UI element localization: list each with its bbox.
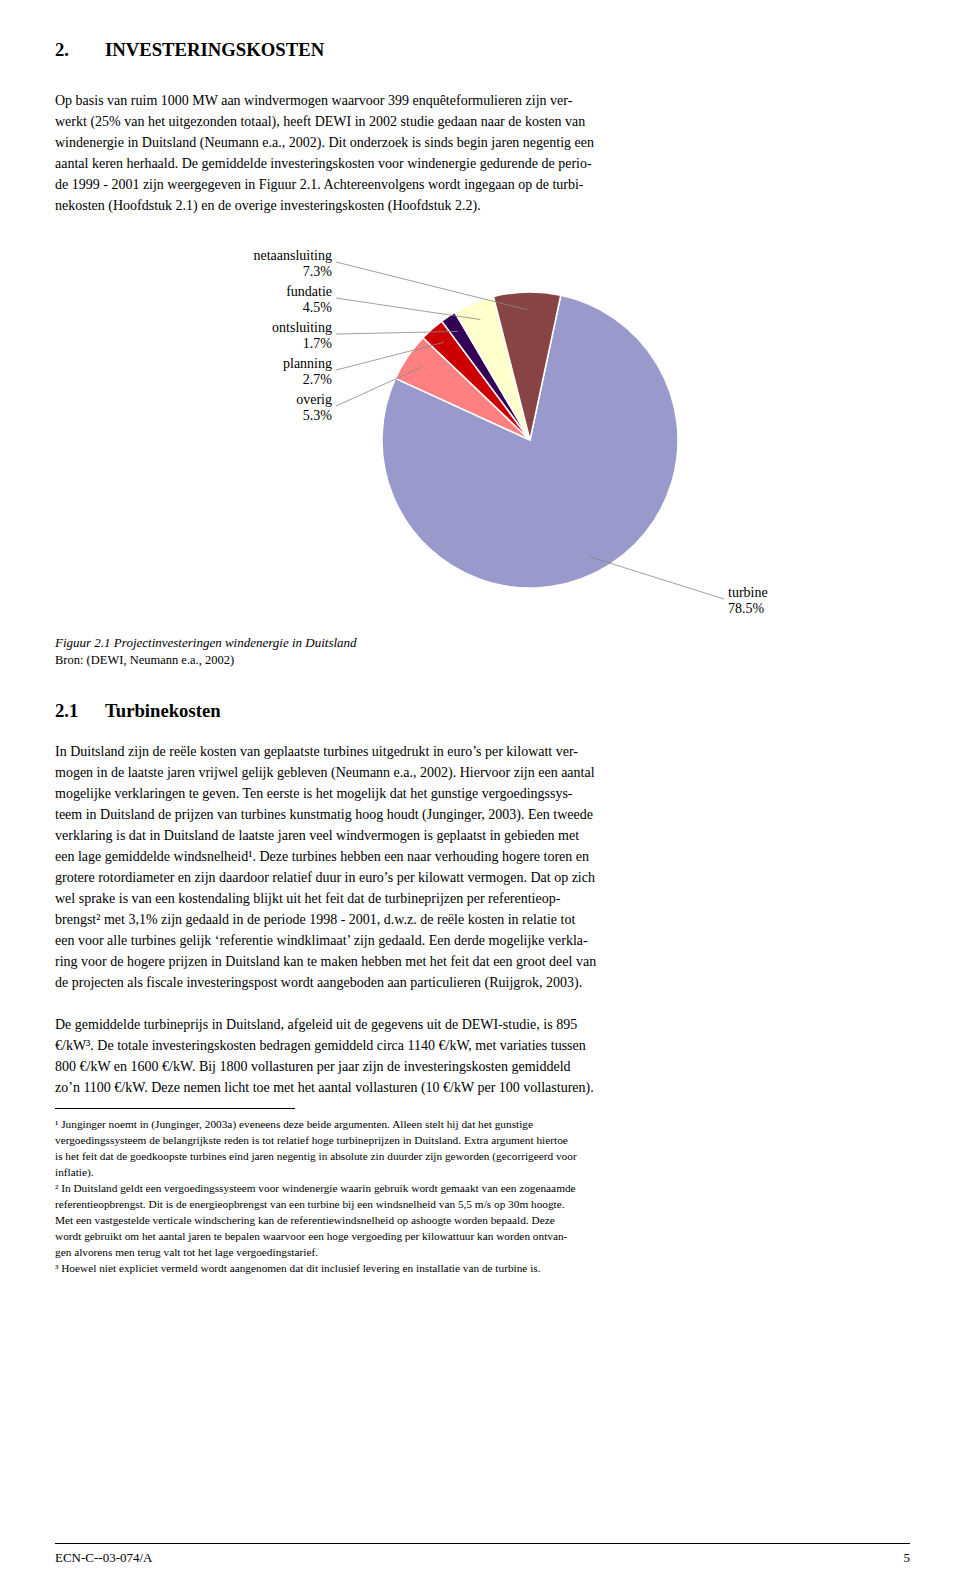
section-text: Turbinekosten xyxy=(105,699,221,723)
pie-chart: turbine78.5% overig5.3% planning2.7% ontslu… xyxy=(55,230,910,630)
body-line: wel sprake is van een kostendaling blijk… xyxy=(55,888,910,909)
data-label: 1.7% xyxy=(303,336,333,351)
footnote-line: ³ Hoewel niet expliciet vermeld wordt aa… xyxy=(55,1260,910,1276)
data-label: 78.5% xyxy=(728,601,765,616)
footnote-line: wordt gebruikt om het aantal jaren te be… xyxy=(55,1228,910,1244)
body-line: mogen in de laatste jaren vrijwel gelijk… xyxy=(55,762,910,783)
body-line: brengst² met 3,1% zijn gedaald in de per… xyxy=(55,909,910,930)
footnote-line: referentieopbrengst. Dit is de energieop… xyxy=(55,1196,910,1212)
slice-label: turbine xyxy=(728,585,768,600)
body-line: mogelijke verklaringen te geven. Ten eer… xyxy=(55,783,910,804)
slice-label: planning xyxy=(283,356,332,371)
chart-title: Figuur 2.1 Projectinvesteringen windener… xyxy=(55,634,910,652)
slice-label: ontsluiting xyxy=(272,320,332,335)
body-line: €/kW³. De totale investeringskosten bedr… xyxy=(55,1035,910,1056)
section-heading: 2.1Turbinekosten xyxy=(55,699,910,723)
footnote-separator xyxy=(55,1108,295,1109)
footnote-line: Met een vastgestelde verticale windscher… xyxy=(55,1212,910,1228)
heading-text: INVESTERINGSKOSTEN xyxy=(105,38,324,62)
footnote-line: is het feit dat de goedkoopste turbines … xyxy=(55,1148,910,1164)
heading-number: 2. xyxy=(55,38,105,62)
body-line: aantal keren herhaald. De gemiddelde inv… xyxy=(55,153,910,174)
body-line: windenergie in Duitsland (Neumann e.a., … xyxy=(55,132,910,153)
footnote-line: inflatie). xyxy=(55,1164,910,1180)
labels: turbine78.5% overig5.3% planning2.7% ontslu… xyxy=(253,248,767,616)
body-line: werkt (25% van het uitgezonden totaal), … xyxy=(55,111,910,132)
body-line: ring voor de hogere prijzen in Duitsland… xyxy=(55,951,910,972)
body-line: een voor alle turbines gelijk ‘referenti… xyxy=(55,930,910,951)
leader-line xyxy=(336,331,458,334)
body-line: nekosten (Hoofdstuk 2.1) en de overige i… xyxy=(55,195,910,216)
leader-line xyxy=(336,367,422,406)
body-line: De gemiddelde turbineprijs in Duitsland,… xyxy=(55,1014,910,1035)
footnote-line: gen alvorens men terug valt tot het lage… xyxy=(55,1244,910,1260)
body-line: een lage gemiddelde windsnelheid¹. Deze … xyxy=(55,846,910,867)
footnote-line: vergoedingssysteem de belangrijkste rede… xyxy=(55,1132,910,1148)
footnote-line: ¹ Junginger noemt in (Junginger, 2003a) … xyxy=(55,1116,910,1132)
data-label: 5.3% xyxy=(303,408,333,423)
body-line: In Duitsland zijn de reële kosten van ge… xyxy=(55,741,910,762)
data-label: 7.3% xyxy=(303,264,333,279)
slice-label: netaansluiting xyxy=(253,248,332,263)
body-line: teem in Duitsland de prijzen van turbine… xyxy=(55,804,910,825)
footer: ECN-C--03-074/A 5 xyxy=(55,1543,910,1566)
section-number: 2.1 xyxy=(55,699,105,723)
body-line: 800 €/kW en 1600 €/kW. Bij 1800 vollastu… xyxy=(55,1056,910,1077)
footnote-line: ² In Duitsland geldt een vergoedingssyst… xyxy=(55,1180,910,1196)
leader-line xyxy=(336,262,527,310)
body-line: verklaring is dat in Duitsland de laatst… xyxy=(55,825,910,846)
spacer xyxy=(55,993,910,1014)
footer-right: 5 xyxy=(904,1550,911,1566)
body-line: de 1999 - 2001 zijn weergegeven in Figuu… xyxy=(55,174,910,195)
page-body: 2.INVESTERINGSKOSTEN Op basis van ruim 10… xyxy=(55,38,910,1276)
slice-label: overig xyxy=(296,392,332,407)
body-line: zo’n 1100 €/kW. Deze nemen licht toe met… xyxy=(55,1077,910,1098)
leader-line xyxy=(589,556,724,599)
pie-slice xyxy=(493,292,560,440)
heading: 2.INVESTERINGSKOSTEN xyxy=(55,38,910,62)
data-label: 4.5% xyxy=(303,300,333,315)
leader-line xyxy=(336,298,480,320)
wedges xyxy=(382,292,678,588)
leader-line xyxy=(336,342,444,370)
slice-label: fundatie xyxy=(286,284,332,299)
body-line: Op basis van ruim 1000 MW aan windvermog… xyxy=(55,90,910,111)
footer-left: ECN-C--03-074/A xyxy=(55,1550,153,1566)
data-label: 2.7% xyxy=(303,372,333,387)
body-line: grotere rotordiameter en zijn daardoor r… xyxy=(55,867,910,888)
body-line: de projecten als fiscale investeringspos… xyxy=(55,972,910,993)
chart-annotation: Bron: (DEWI, Neumann e.a., 2002) xyxy=(55,652,910,669)
